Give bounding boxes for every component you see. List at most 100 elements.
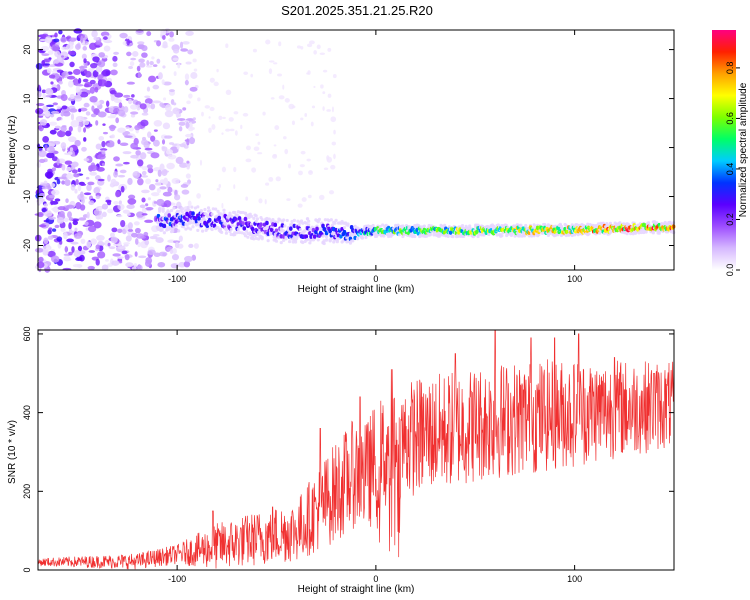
spectrogram-cell (110, 178, 117, 186)
spectrogram-cell (184, 255, 193, 263)
spectrogram-cell (77, 91, 82, 95)
spectrogram-cell (96, 167, 105, 172)
spectrogram-y-tick-label: 0 (22, 145, 32, 150)
spectrogram-cell (38, 224, 47, 228)
spectrogram-cell (187, 126, 194, 132)
spectrogram-cell (130, 111, 139, 115)
spectrogram-cell (127, 177, 133, 186)
spectrogram-cell (47, 235, 54, 240)
spectrogram-cell (221, 203, 224, 209)
spectrogram-cell (273, 62, 278, 65)
spectrogram-cell (51, 255, 60, 263)
spectrogram-cell (243, 216, 248, 222)
spectrogram-cell (228, 117, 234, 122)
spectrogram-cell (130, 104, 138, 110)
spectrogram-cell (253, 146, 260, 151)
spectrogram-cell (171, 177, 180, 185)
spectrogram-cell (39, 183, 49, 187)
spectrogram-cell (180, 184, 189, 188)
spectrogram-cell (206, 206, 211, 210)
spectrogram-cell (119, 142, 129, 146)
spectrogram-cell (72, 220, 79, 226)
spectrogram-cell (188, 137, 196, 145)
spectrogram-cell (38, 256, 44, 263)
spectrogram-cell (144, 95, 151, 99)
spectrogram-cell (110, 95, 115, 102)
spectrogram-cell (140, 152, 147, 160)
spectrogram-cell (282, 218, 286, 222)
spectrogram-cell (86, 211, 90, 219)
spectrogram-cell (88, 200, 95, 206)
spectrogram-cell (144, 147, 153, 151)
spectrogram-cell (130, 154, 139, 159)
snr-x-label: Height of straight line (km) (298, 584, 415, 595)
spectrogram-cell (190, 71, 198, 79)
spectrogram-cell (74, 78, 78, 86)
spectrogram-cell (79, 191, 84, 198)
spectrogram-cell (146, 31, 152, 37)
spectrogram-cell (101, 203, 109, 210)
colorbar-tick-label: 0.2 (725, 213, 735, 226)
spectrogram-cell (254, 214, 258, 218)
spectrogram-cell (273, 144, 277, 147)
spectrogram-cell (522, 234, 527, 238)
spectrogram-cell (60, 125, 67, 132)
spectrogram-cell (141, 45, 148, 52)
spectrogram-cell (208, 116, 211, 119)
spectrogram-cell (139, 103, 147, 110)
spectrogram-cell (58, 210, 65, 218)
spectrogram-cell (330, 223, 335, 227)
spectrogram-cell (95, 222, 100, 227)
spectrogram-cell (95, 244, 100, 250)
spectrogram-cell (273, 222, 278, 228)
spectrogram-cell (381, 223, 385, 227)
spectrogram-cell (133, 263, 138, 268)
spectrogram-cell (242, 226, 247, 231)
spectrogram-cell (186, 160, 190, 164)
spectrogram-cell (141, 189, 150, 194)
spectrogram-cell (97, 60, 106, 68)
spectrogram-cell (89, 86, 96, 94)
spectrogram-cell (527, 234, 531, 238)
spectrogram-cell (58, 30, 63, 35)
spectrogram-cell (143, 142, 150, 149)
spectrogram-cell (462, 234, 466, 239)
spectrogram-cell (34, 247, 44, 253)
spectrogram-cell (101, 264, 109, 271)
spectrogram-cell (333, 129, 336, 135)
spectrogram-cell (257, 152, 263, 155)
spectrogram-cell (128, 66, 134, 70)
spectrogram-cell (64, 160, 73, 165)
spectrogram-cell (355, 237, 360, 241)
spectrogram-cell (74, 151, 78, 156)
spectrogram-cell (308, 170, 314, 175)
spectrogram-cell (158, 251, 168, 257)
spectrogram-cell (129, 61, 135, 67)
colorbar: 0.0 0.2 0.4 0.6 0.8 Normalized spectral ampl… (712, 30, 749, 276)
spectrogram-cell (67, 136, 77, 143)
spectrogram-cell (73, 28, 83, 34)
spectrogram-cell (141, 52, 148, 58)
colorbar-label: Normalized spectral amplitude (738, 82, 749, 217)
spectrogram-cell (451, 235, 455, 239)
spectrogram-cell (159, 102, 164, 107)
spectrogram-cell (161, 209, 165, 213)
spectrogram-cell (110, 69, 118, 76)
spectrogram-cell (298, 170, 303, 176)
spectrogram-cell (174, 241, 180, 249)
spectrogram-cell (246, 235, 250, 239)
spectrogram-cell (307, 70, 311, 75)
spectrogram-cell (221, 132, 224, 135)
spectrogram-cell (61, 164, 66, 171)
spectrogram-cell (83, 102, 90, 108)
spectrogram-cell (102, 36, 108, 40)
spectrogram-cell (68, 251, 73, 256)
spectrogram-cell (85, 176, 90, 180)
spectrogram-cell (233, 111, 239, 115)
spectrogram-cell (364, 235, 368, 240)
spectrogram-cell (212, 223, 217, 229)
spectrogram-cell (89, 79, 96, 85)
spectrogram-cell (153, 252, 161, 257)
spectrogram-cell (80, 238, 86, 244)
spectrogram-cell (163, 200, 172, 208)
